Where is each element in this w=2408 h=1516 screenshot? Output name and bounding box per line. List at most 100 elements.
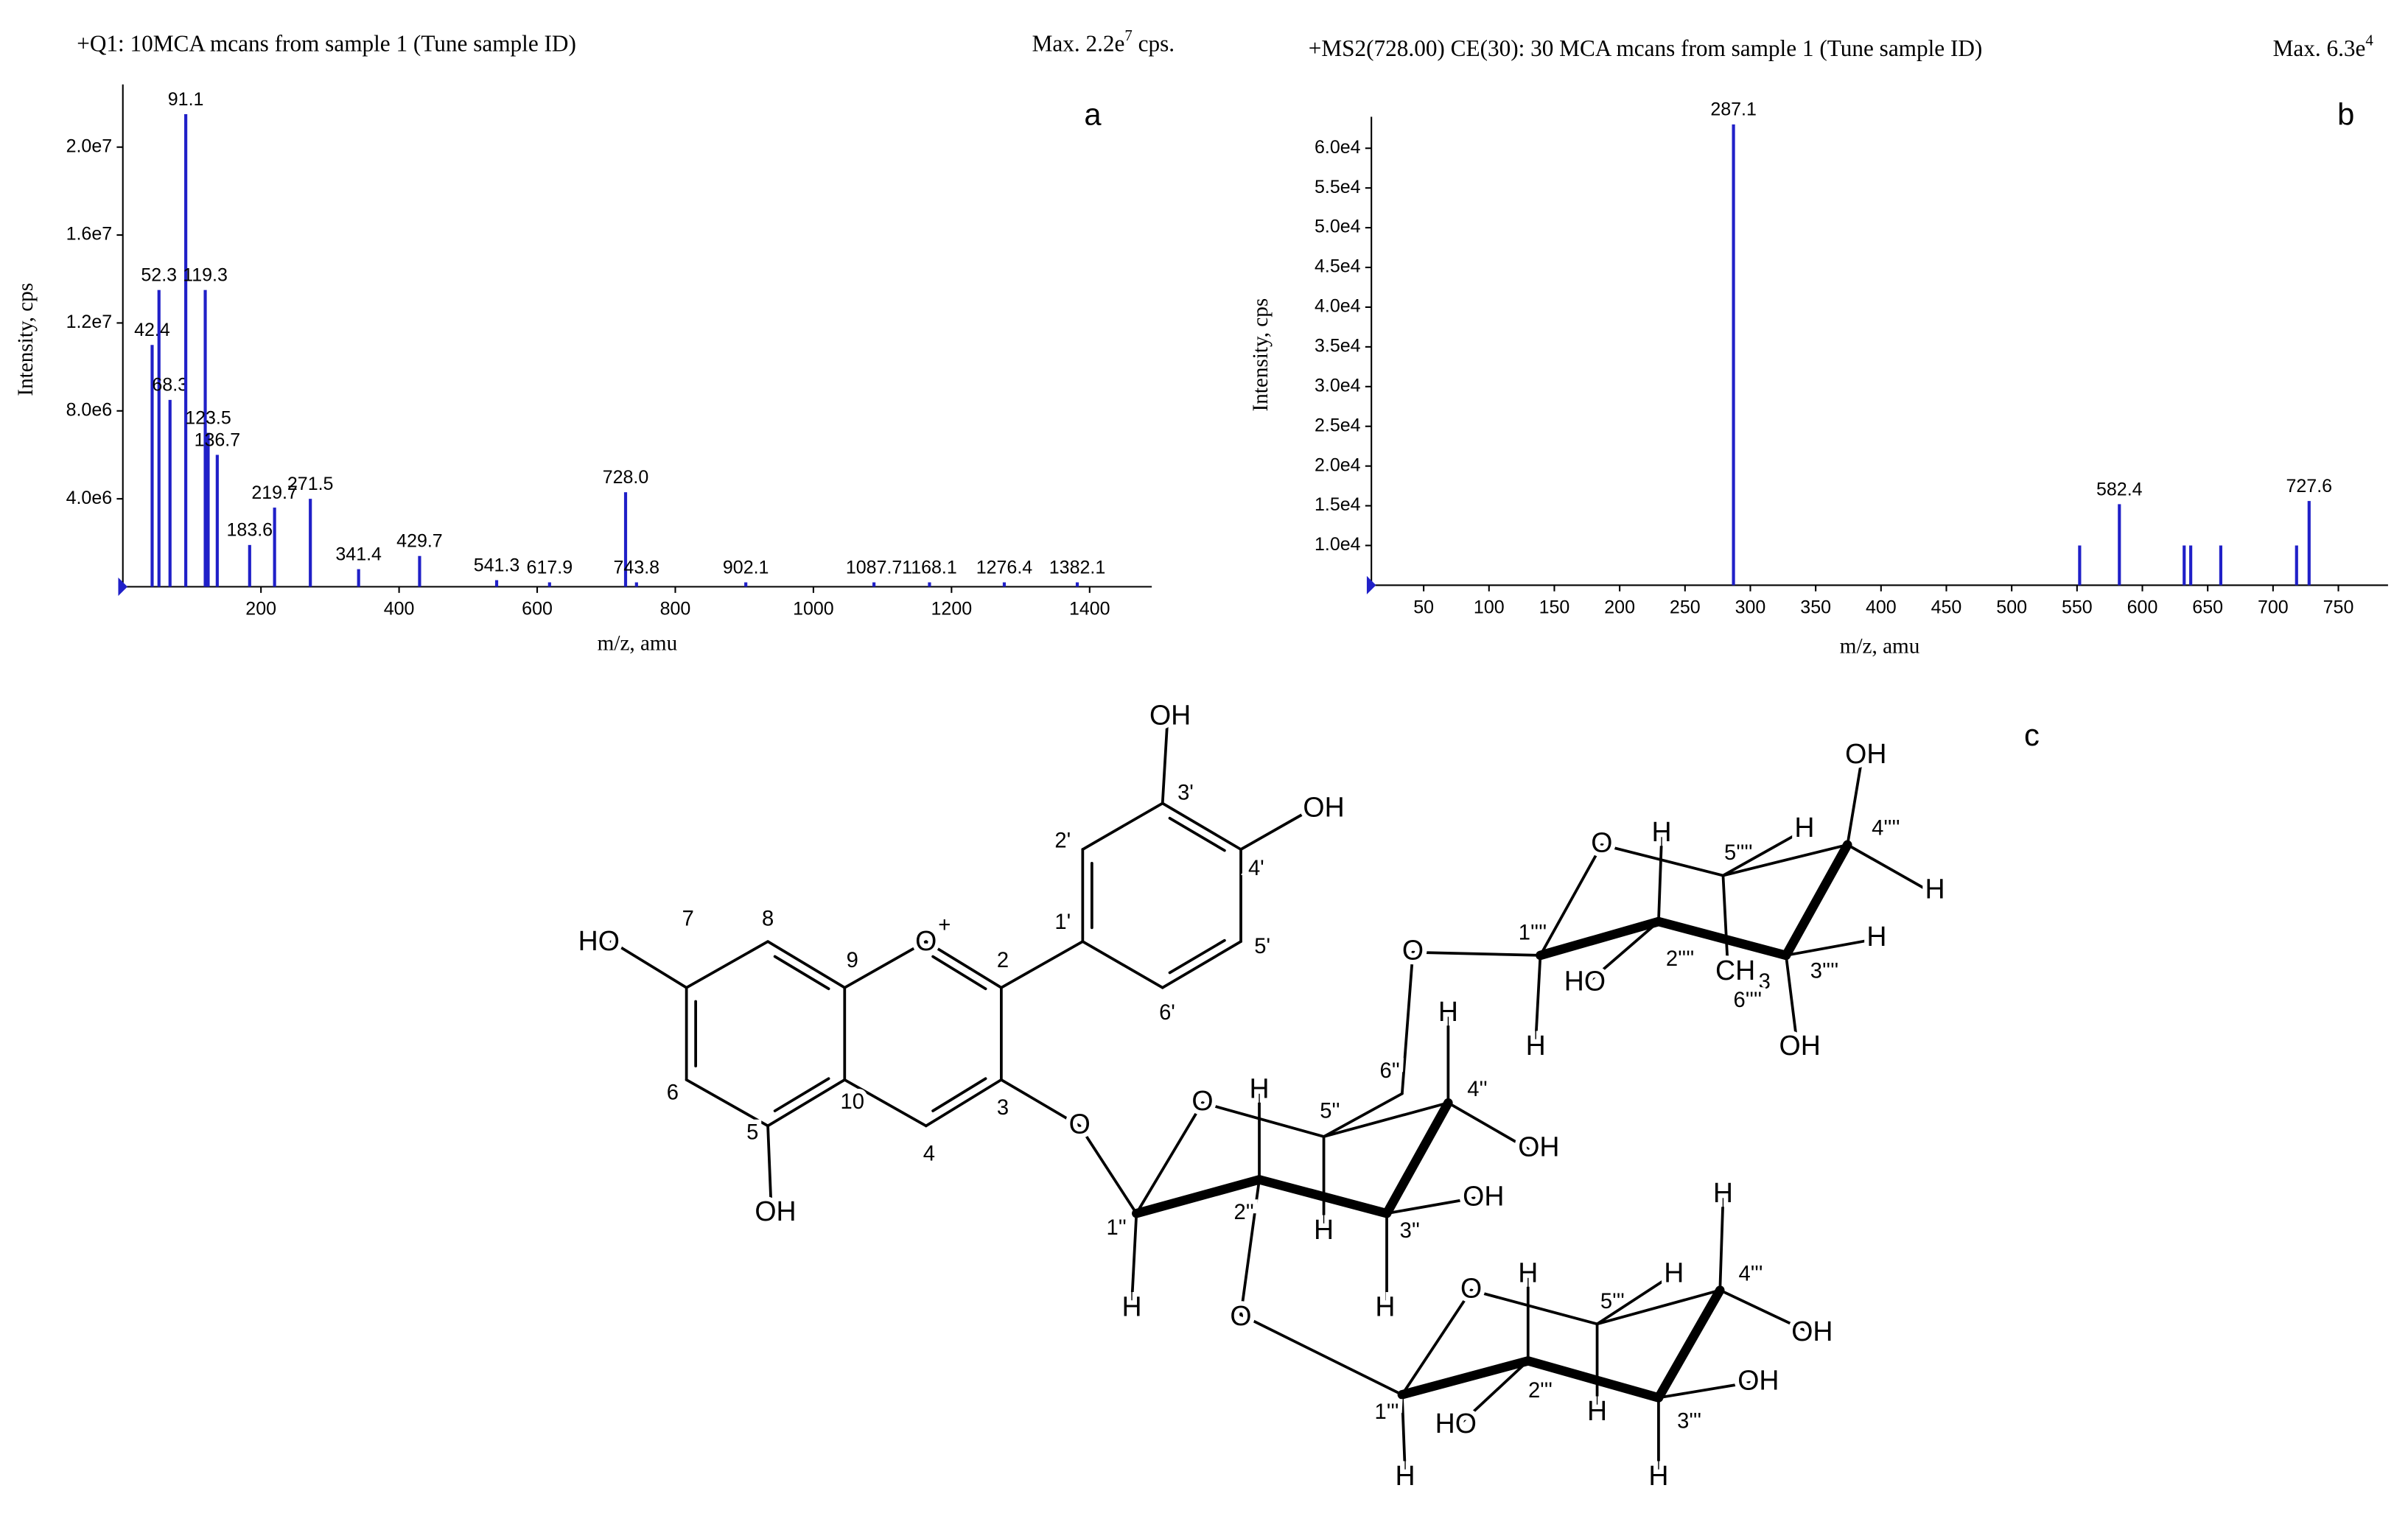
- atom-label: H: [1314, 1214, 1334, 1245]
- peak: [2078, 545, 2082, 586]
- bond-bold: [1397, 1356, 1533, 1400]
- peak: [2183, 545, 2186, 586]
- bond: [1595, 1276, 1670, 1326]
- bond-bold: [1653, 916, 1791, 961]
- panel-label: b: [2337, 96, 2354, 131]
- atom-label: 5': [1254, 935, 1270, 958]
- peak: [2189, 545, 2193, 586]
- bond: [1322, 1101, 1450, 1138]
- atom-label: OH: [1518, 1131, 1559, 1162]
- bond: [924, 940, 1003, 989]
- bond: [1846, 760, 1863, 846]
- atom-label: H: [1866, 921, 1886, 952]
- bond: [609, 940, 688, 989]
- bond: [1721, 843, 1849, 877]
- bond: [1657, 835, 1663, 923]
- y-tick-label: 2.0e4: [1315, 455, 1361, 475]
- y-tick-label: 4.5e4: [1315, 256, 1361, 277]
- peak-label: 119.3: [183, 265, 228, 286]
- peak: [2219, 545, 2222, 586]
- atom-label: OH: [1303, 792, 1344, 823]
- atom-label: 4''': [1739, 1262, 1763, 1285]
- bond: [1469, 1288, 1599, 1326]
- bond: [1135, 1101, 1204, 1215]
- peak: [273, 508, 276, 587]
- max-text: Max. 6.3e: [2273, 35, 2366, 61]
- y-tick-label: 1.0e4: [1315, 534, 1361, 555]
- atom-label: HO: [578, 925, 620, 956]
- peak-label: 183.6: [227, 520, 273, 541]
- x-axis-label: m/z, amu: [1840, 635, 1920, 659]
- bond-double: [773, 1077, 830, 1112]
- bond: [1322, 1092, 1404, 1138]
- atom-label: 1''': [1375, 1400, 1399, 1424]
- peak-label: 728.0: [603, 467, 649, 488]
- y-tick-label: 1.6e7: [66, 224, 113, 245]
- peak: [1732, 124, 1735, 586]
- x-tick-label: 550: [2062, 597, 2093, 617]
- y-axis-label: Intensity, cps: [14, 283, 38, 396]
- atom-label: 9: [847, 949, 858, 972]
- x-tick-label: 500: [1996, 597, 2027, 617]
- atom-label: OH: [1779, 1030, 1821, 1061]
- atom-label: 5'': [1320, 1099, 1340, 1123]
- atom-label: H: [1664, 1257, 1684, 1288]
- peak: [184, 113, 188, 587]
- bond: [1239, 1313, 1404, 1397]
- panel-label: c: [2024, 717, 2040, 752]
- peak: [2307, 501, 2311, 586]
- peak-label: 341.4: [335, 544, 382, 564]
- x-tick-label: 450: [1931, 597, 1962, 617]
- x-tick-label: 650: [2192, 597, 2223, 617]
- bond: [1161, 723, 1169, 805]
- bond: [685, 1078, 769, 1128]
- atom-label: 10: [840, 1090, 864, 1114]
- bond-double: [1168, 938, 1226, 975]
- bond: [1239, 810, 1310, 851]
- peak-label: 1276.4: [976, 557, 1033, 578]
- chart-title: +MS2(728.00) CE(30): 30 MCA mcans from s…: [1309, 35, 1983, 61]
- bond: [1000, 940, 1085, 989]
- atom-label: H: [1526, 1030, 1546, 1061]
- bond: [843, 1078, 928, 1128]
- y-tick-label: 6.0e4: [1315, 137, 1361, 158]
- x-tick-label: 750: [2323, 597, 2354, 617]
- peak: [1002, 582, 1007, 587]
- atom-label: OH: [1149, 700, 1191, 731]
- bond: [1385, 1196, 1476, 1215]
- bond: [1201, 1101, 1326, 1138]
- peak: [357, 569, 360, 587]
- y-tick-label: 2.0e7: [66, 136, 113, 156]
- bond: [1239, 1178, 1261, 1316]
- atom-label: 3'': [1400, 1219, 1420, 1243]
- y-tick-label: 3.5e4: [1315, 335, 1361, 356]
- peak: [203, 289, 207, 587]
- peak: [2118, 504, 2121, 586]
- bond: [1785, 954, 1799, 1043]
- x-tick-label: 100: [1474, 597, 1505, 617]
- atom-label: 2: [997, 949, 1009, 972]
- peak-label: 727.6: [2286, 476, 2333, 496]
- atom-label: O: [1402, 935, 1424, 966]
- atom-label: OH: [1845, 738, 1886, 769]
- atom-label: HO: [1435, 1408, 1477, 1439]
- peak-label: 617.9: [527, 557, 573, 578]
- x-tick-label: 250: [1670, 597, 1701, 617]
- y-tick-label: 3.0e4: [1315, 375, 1361, 396]
- bond: [924, 1078, 1003, 1128]
- bond: [766, 1124, 773, 1203]
- bond: [1081, 940, 1164, 989]
- bond: [843, 940, 928, 989]
- x-tick-label: 600: [2127, 597, 2158, 617]
- atom-label: OH: [1791, 1316, 1833, 1347]
- x-tick-label: 150: [1539, 597, 1570, 617]
- bond: [1460, 1359, 1530, 1424]
- atom-label: 4'': [1467, 1078, 1487, 1101]
- peak-label: 219.7: [251, 482, 298, 503]
- y-tick-label: 5.0e4: [1315, 217, 1361, 237]
- peak-label: 1087.7: [846, 557, 902, 578]
- atom-label: 1'''': [1519, 921, 1547, 944]
- y-axis-label: Intensity, cps: [1249, 298, 1273, 412]
- peak-label: 287.1: [1710, 99, 1757, 120]
